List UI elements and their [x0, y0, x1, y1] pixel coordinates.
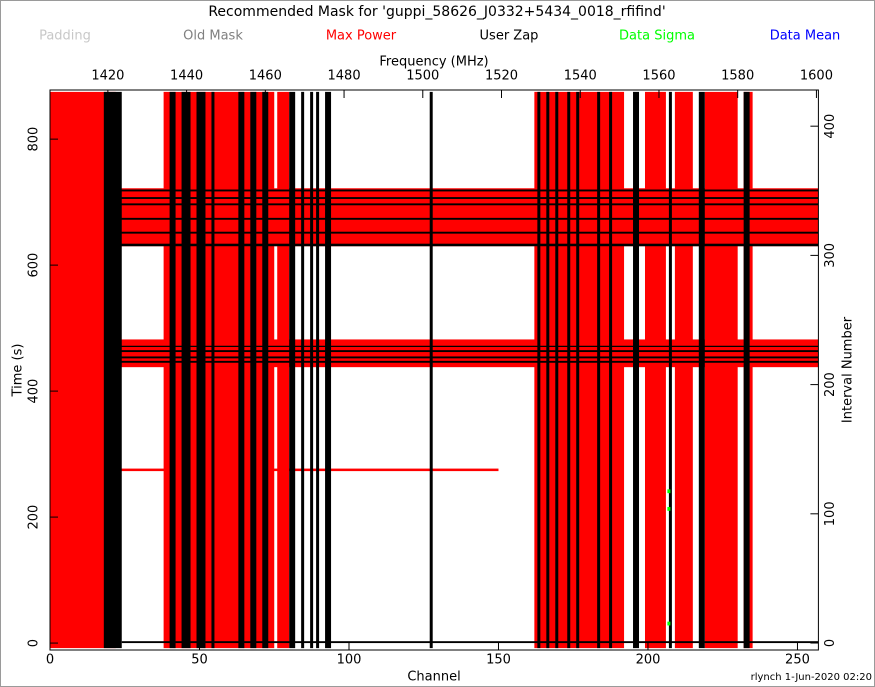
mask-region	[238, 92, 244, 648]
y-axis-label: Time (s)	[11, 344, 26, 398]
legend-entry: Max Power	[326, 29, 397, 44]
x-axis-label: Channel	[407, 670, 460, 685]
mask-region	[116, 190, 819, 192]
mask-region	[116, 346, 819, 347]
mask-region	[211, 92, 214, 648]
x-tick-label: 150	[486, 653, 511, 668]
mask-region	[597, 92, 600, 648]
mask-region	[667, 507, 670, 511]
x2-tick-label: 1440	[170, 69, 203, 84]
x2-tick-label: 1460	[249, 69, 282, 84]
y2-tick-label: 0	[823, 639, 838, 647]
mask-region	[675, 92, 693, 648]
y2-tick-label: 300	[823, 243, 838, 268]
y-tick-label: 0	[27, 639, 42, 647]
x2-axis-label: Frequency (MHz)	[379, 55, 488, 70]
legend-entry: Old Mask	[183, 29, 243, 44]
mask-region	[116, 232, 819, 234]
legend-entry: Padding	[39, 29, 91, 44]
mask-region	[705, 92, 738, 648]
x-tick-label: 50	[191, 653, 208, 668]
x-tick-label: 200	[636, 653, 661, 668]
mask-region	[310, 92, 313, 648]
y-tick-label: 800	[27, 127, 42, 152]
legend-entry: Data Mean	[770, 29, 841, 44]
mask-region	[699, 92, 705, 648]
mask-region	[277, 92, 289, 648]
mask-region	[645, 92, 666, 648]
mask-region	[170, 92, 176, 648]
mask-region	[116, 339, 819, 367]
x-tick-label: 100	[337, 653, 362, 668]
mask-region	[667, 489, 670, 493]
mask-region	[609, 92, 612, 648]
y-tick-label: 200	[27, 505, 42, 530]
chart: Recommended Mask for 'guppi_58626_J0332+…	[0, 0, 875, 687]
mask-region	[116, 356, 819, 358]
mask-region	[555, 92, 558, 648]
mask-region	[430, 92, 433, 648]
mask-region	[567, 92, 570, 648]
x-tick-label: 0	[46, 653, 54, 668]
mask-region	[633, 92, 639, 648]
mask-region	[116, 188, 819, 246]
legend-entry: User Zap	[480, 29, 539, 44]
mask-region	[262, 92, 268, 648]
mask-region	[301, 92, 304, 648]
legend-entry: Data Sigma	[619, 29, 695, 44]
x2-tick-label: 1520	[485, 69, 518, 84]
mask-region	[289, 92, 295, 648]
mask-region	[576, 92, 579, 648]
y2-tick-label: 100	[823, 501, 838, 526]
mask-region	[116, 244, 819, 247]
mask-region	[744, 92, 750, 648]
mask-region	[537, 92, 540, 648]
mask-region	[116, 350, 819, 352]
mask-region	[316, 92, 319, 648]
x2-tick-label: 1600	[800, 69, 833, 84]
mask-region	[164, 92, 275, 648]
x2-tick-label: 1580	[721, 69, 754, 84]
mask-region	[667, 622, 670, 626]
mask-region	[116, 203, 819, 205]
x2-tick-label: 1500	[406, 69, 439, 84]
x-tick-label: 250	[785, 653, 810, 668]
y-tick-label: 600	[27, 253, 42, 278]
x2-tick-label: 1420	[91, 69, 124, 84]
x2-tick-label: 1540	[564, 69, 597, 84]
mask-region	[116, 361, 819, 363]
mask-region	[182, 92, 191, 648]
mask-region	[546, 92, 549, 648]
x2-tick-label: 1480	[328, 69, 361, 84]
y2-tick-label: 200	[823, 372, 838, 397]
mask-region	[122, 641, 819, 643]
footer: rlynch 1-Jun-2020 02:20	[751, 672, 872, 683]
mask-region	[197, 92, 206, 648]
mask-region	[104, 92, 122, 648]
mask-region	[116, 197, 819, 199]
y-tick-label: 400	[27, 379, 42, 404]
x2-tick-label: 1560	[642, 69, 675, 84]
mask-region	[669, 92, 672, 648]
y2-axis-label: Interval Number	[841, 316, 856, 423]
mask-region	[116, 218, 819, 220]
mask-region	[325, 92, 331, 648]
y2-tick-label: 400	[823, 114, 838, 139]
mask-region	[250, 92, 256, 648]
chart-title: Recommended Mask for 'guppi_58626_J0332+…	[208, 4, 665, 20]
